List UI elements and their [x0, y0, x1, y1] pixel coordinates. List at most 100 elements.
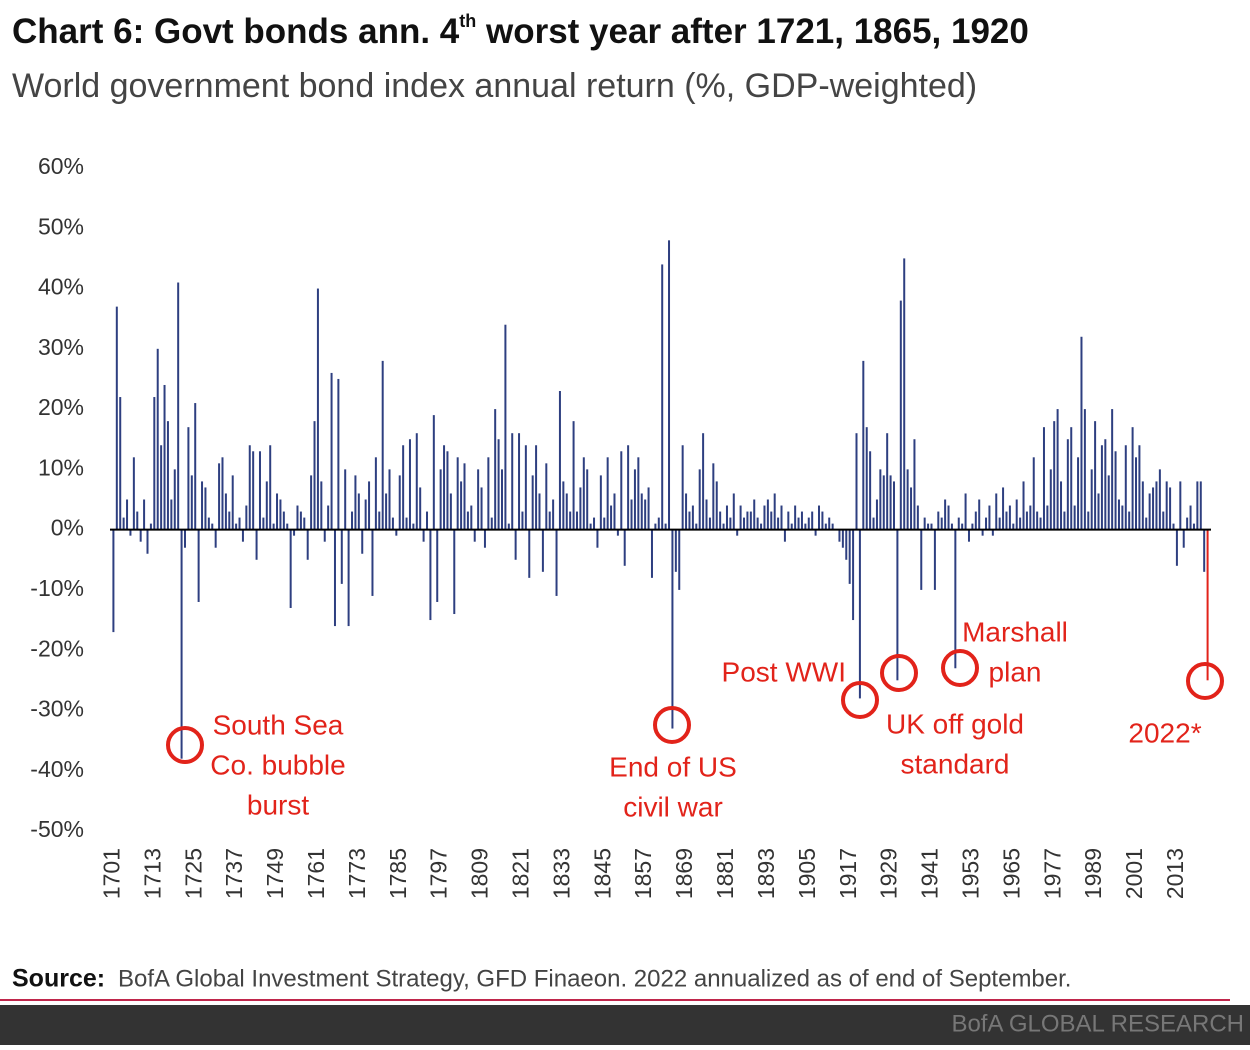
bar	[872, 517, 875, 530]
bar	[180, 529, 183, 759]
bar	[981, 529, 984, 536]
bar	[282, 511, 285, 530]
bar	[596, 529, 599, 548]
bar	[538, 493, 541, 530]
bar	[473, 529, 476, 542]
x-tick-label: 1797	[426, 848, 452, 899]
bar	[623, 529, 626, 566]
bar	[1114, 451, 1117, 530]
bar	[1042, 427, 1045, 530]
x-tick-label: 2013	[1162, 848, 1188, 899]
annotation-circle	[1186, 662, 1224, 700]
bar	[964, 493, 967, 530]
bar	[865, 427, 868, 530]
bar	[688, 511, 691, 530]
bar	[514, 529, 517, 560]
annotation-circle	[941, 649, 979, 687]
bar	[347, 529, 350, 627]
bar	[149, 523, 152, 530]
bar	[1111, 409, 1114, 530]
annotation: Co. bubble	[210, 749, 345, 780]
bar	[967, 529, 970, 542]
bar	[1189, 505, 1192, 530]
bar	[490, 517, 493, 530]
bar	[783, 529, 786, 542]
y-tick-label: 60%	[38, 153, 84, 179]
annotation: South Sea	[213, 709, 344, 740]
annotation: plan	[989, 656, 1042, 687]
bar	[858, 529, 861, 699]
x-tick-label: 2001	[1121, 848, 1147, 899]
bar	[1066, 439, 1069, 530]
bar	[518, 433, 521, 530]
bar	[1094, 421, 1097, 530]
x-tick-label: 1881	[712, 848, 738, 899]
y-tick-label: -40%	[30, 756, 84, 782]
bar	[1080, 336, 1083, 530]
bar	[739, 505, 742, 530]
bar	[1203, 529, 1206, 572]
bar	[337, 378, 340, 530]
bar	[708, 517, 711, 530]
bar	[729, 517, 732, 530]
bar	[698, 469, 701, 530]
bar	[204, 487, 207, 530]
bar	[156, 348, 159, 530]
bar	[920, 529, 923, 590]
annotation: Marshall	[962, 616, 1068, 647]
bar	[916, 505, 919, 530]
bar	[664, 523, 667, 530]
bar	[933, 529, 936, 590]
bar	[572, 421, 575, 530]
bar	[1175, 529, 1178, 566]
bar	[705, 499, 708, 530]
annotation: standard	[901, 748, 1010, 779]
bar	[804, 523, 807, 530]
bar	[398, 475, 401, 530]
bar	[869, 451, 872, 530]
bar	[415, 433, 418, 530]
bar	[1186, 517, 1189, 530]
bar	[910, 487, 913, 530]
bar	[582, 457, 585, 530]
x-tick-label: 1965	[998, 848, 1024, 899]
bar	[1145, 517, 1148, 530]
bar	[241, 529, 244, 542]
bar	[1056, 409, 1059, 530]
bar	[1182, 529, 1185, 548]
y-tick-label: 0%	[51, 515, 84, 541]
bar	[1025, 511, 1028, 530]
bar	[231, 475, 234, 530]
bar	[170, 499, 173, 530]
bar	[650, 529, 653, 578]
bar	[500, 469, 503, 530]
bar	[882, 475, 885, 530]
bar	[630, 499, 633, 530]
bar	[1199, 481, 1202, 530]
bar	[132, 457, 135, 530]
bar	[691, 505, 694, 530]
bar	[419, 487, 422, 530]
bar	[221, 457, 224, 530]
x-tick-label: 1821	[508, 848, 534, 899]
annotation: burst	[247, 789, 309, 820]
annotation-circle	[880, 654, 918, 692]
bar	[661, 264, 664, 530]
bar	[1046, 505, 1049, 530]
bar	[674, 529, 677, 572]
bar	[1087, 511, 1090, 530]
bar	[143, 499, 146, 530]
bar	[245, 505, 248, 530]
bar	[736, 529, 739, 536]
footer-band	[0, 1005, 1250, 1045]
x-tick-label: 1701	[98, 848, 124, 899]
bar	[136, 511, 139, 530]
bar	[702, 433, 705, 530]
bar	[1100, 445, 1103, 530]
bar	[1165, 481, 1168, 530]
bar	[828, 517, 831, 530]
y-tick-label: 40%	[38, 274, 84, 300]
annotation: End of US	[609, 751, 737, 782]
bar	[906, 469, 909, 530]
y-tick-label: 20%	[38, 394, 84, 420]
